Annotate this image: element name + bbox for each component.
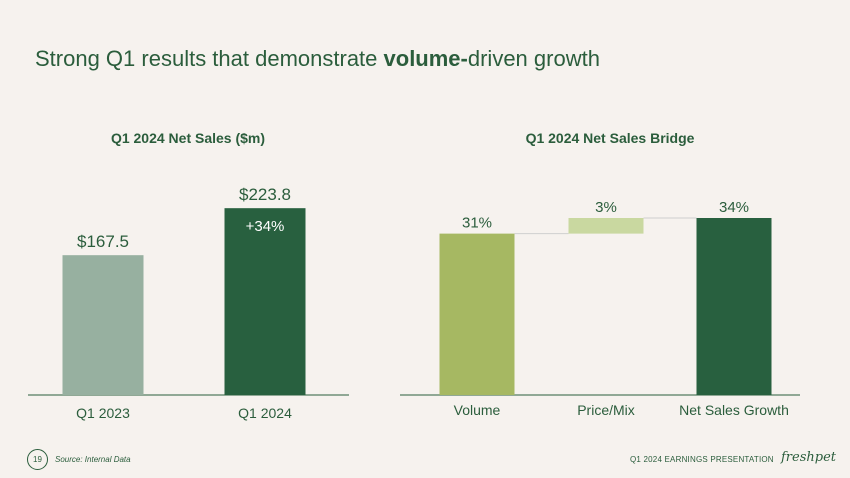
title-part-1: Strong Q1 results that demonstrate (35, 46, 384, 71)
bridge-chart-title: Q1 2024 Net Sales Bridge (525, 130, 695, 146)
bridge-data-label-2: 34% (719, 199, 749, 216)
net-sales-chart-title: Q1 2024 Net Sales ($m) (110, 130, 266, 146)
net-sales-bar-1 (224, 208, 306, 395)
net-sales-data-label-0: $167.5 (77, 232, 129, 251)
bridge-bar-0 (439, 233, 515, 395)
growth-annotation: +34% (246, 218, 285, 235)
source-note: Source: Internal Data (55, 455, 131, 464)
bridge-bar-1 (568, 218, 644, 234)
bridge-bar-2 (696, 218, 772, 395)
page-number: 19 (27, 449, 48, 470)
title-bold: volume- (383, 46, 468, 71)
title-part-2: driven growth (467, 46, 600, 71)
bridge-category-label-1: Price/Mix (577, 402, 635, 418)
net-sales-category-label-1: Q1 2024 (238, 405, 292, 421)
bridge-data-label-0: 31% (462, 215, 492, 232)
bridge-category-label-2: Net Sales Growth (679, 402, 789, 418)
net-sales-data-label-1: $223.8 (239, 185, 291, 204)
bridge-category-label-0: Volume (454, 402, 501, 418)
net-sales-category-label-0: Q1 2023 (76, 405, 130, 421)
slide-title: Strong Q1 results that demonstrate volum… (35, 46, 600, 72)
freshpet-logo: freshpet (781, 450, 837, 465)
bridge-data-label-1: 3% (595, 199, 617, 216)
net-sales-bar-0 (62, 255, 144, 395)
presentation-label: Q1 2024 EARNINGS PRESENTATION (630, 455, 774, 464)
